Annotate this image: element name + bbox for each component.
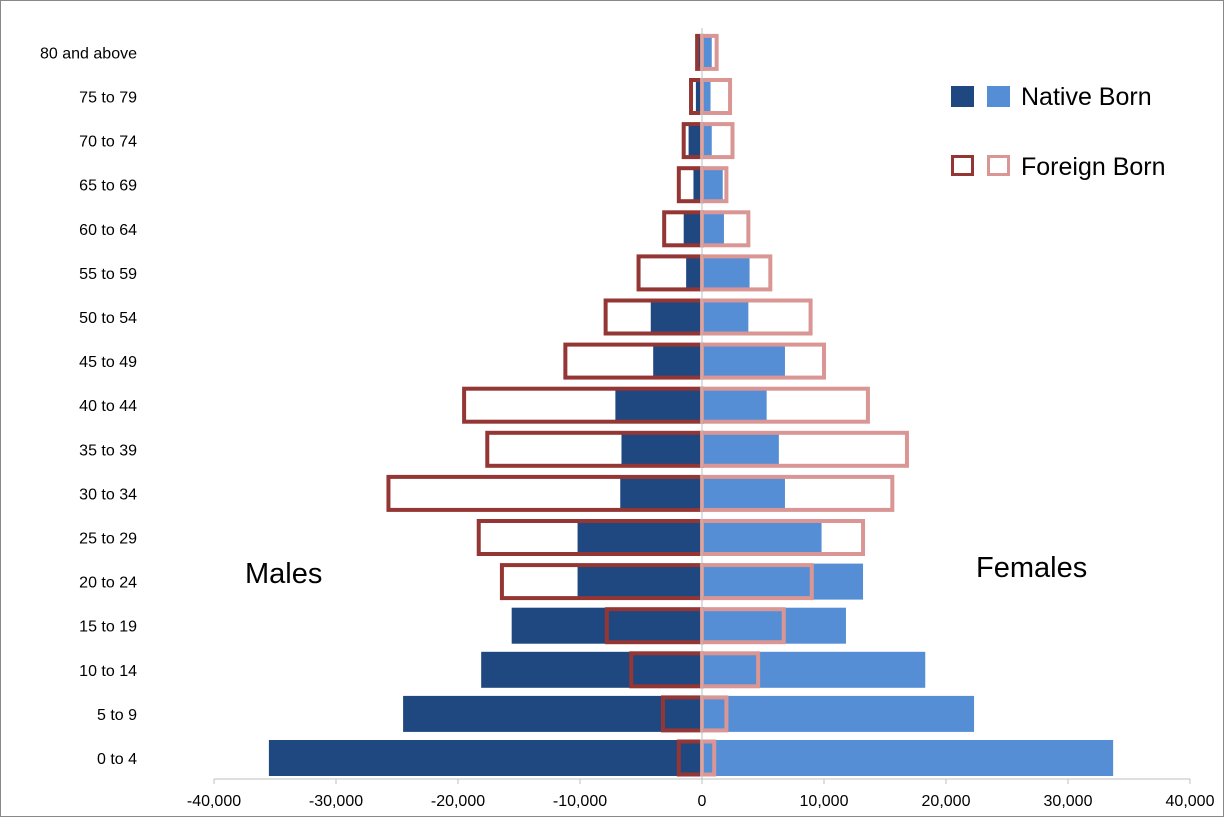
x-tick-label: -10,000 (553, 793, 607, 810)
bar-native-born-males-5-to-9 (403, 695, 702, 732)
axis-layer: -40,000 -30,000 -20,000 -10,000 0 10,000 20,00… (40, 28, 1215, 810)
category-label: 60 to 64 (79, 222, 137, 239)
females-label: Females (976, 552, 1087, 584)
category-label: 5 to 9 (97, 707, 137, 724)
bar-native-born-males-45-to-49 (653, 343, 702, 380)
category-label: 45 to 49 (79, 354, 137, 371)
bar-native-born-females-35-to-39 (702, 431, 779, 468)
category-label: 10 to 14 (79, 663, 137, 680)
bar-native-born-females-50-to-54 (702, 299, 749, 335)
category-label: 75 to 79 (79, 90, 137, 107)
legend-label-native-born: Native Born (1021, 83, 1152, 111)
category-label: 80 and above (40, 45, 137, 62)
bar-native-born-males-65-to-69 (693, 166, 702, 203)
x-tick-label: 40,000 (1166, 793, 1215, 810)
category-label: 70 to 74 (79, 134, 137, 151)
legend-swatch-native-born (987, 86, 1010, 107)
x-tick-label: 0 (698, 793, 707, 810)
bar-native-born-females-15-to-19 (702, 607, 846, 644)
bar-native-born-females-5-to-9 (702, 695, 975, 732)
bar-native-born-males-55-to-59 (686, 254, 702, 291)
bar-native-born-females-40-to-44 (702, 387, 767, 424)
legend-label-foreign-born: Foreign Born (1021, 153, 1166, 181)
bar-native-born-males-25-to-29 (577, 519, 702, 556)
bar-native-born-females-55-to-59 (702, 254, 750, 291)
bar-native-born-males-20-to-24 (577, 563, 702, 600)
category-label: 20 to 24 (79, 575, 137, 592)
bar-native-born-females-65-to-69 (702, 166, 723, 203)
x-tick-label: -20,000 (431, 793, 485, 810)
x-tick-label: -40,000 (187, 793, 241, 810)
x-tick-label: 20,000 (922, 793, 971, 810)
bar-native-born-males-10-to-14 (481, 651, 702, 688)
bar-native-born-males-40-to-44 (615, 387, 702, 424)
bar-native-born-females-80-and-above (702, 34, 712, 71)
category-label: 25 to 29 (79, 531, 137, 548)
bar-native-born-females-10-to-14 (702, 651, 926, 688)
bar-native-born-males-0-to-4 (268, 740, 702, 776)
males-label: Males (245, 558, 322, 590)
category-label: 0 to 4 (97, 751, 137, 768)
bar-native-born-males-70-to-74 (688, 122, 702, 159)
x-tick-label: 30,000 (1044, 793, 1093, 810)
bar-native-born-females-75-to-79 (702, 78, 711, 115)
category-label: 15 to 19 (79, 619, 137, 636)
bar-native-born-males-30-to-34 (620, 475, 702, 512)
bar-native-born-females-20-to-24 (702, 563, 864, 600)
category-label: 65 to 69 (79, 178, 137, 195)
bar-native-born-males-75-to-79 (695, 78, 702, 115)
bar-native-born-females-30-to-34 (702, 475, 785, 512)
bar-native-born-females-70-to-74 (702, 122, 712, 159)
legend-swatch-foreign-born (951, 155, 974, 176)
bar-native-born-females-25-to-29 (702, 519, 822, 556)
bar-native-born-females-0-to-4 (702, 740, 1114, 776)
category-label: 35 to 39 (79, 442, 137, 459)
legend-swatch-foreign-born (987, 155, 1010, 176)
x-tick-label: -30,000 (309, 793, 363, 810)
category-label: 50 to 54 (79, 310, 137, 327)
bar-native-born-males-60-to-64 (683, 210, 702, 247)
category-label: 55 to 59 (79, 266, 137, 283)
legend: Native Born Foreign Born (951, 83, 1166, 181)
bar-native-born-females-60-to-64 (702, 210, 724, 247)
category-label: 30 to 34 (79, 486, 137, 503)
legend-swatch-native-born (951, 86, 974, 107)
x-tick-label: 10,000 (800, 793, 849, 810)
bar-native-born-males-50-to-54 (650, 299, 702, 335)
bar-native-born-females-45-to-49 (702, 343, 785, 380)
bar-native-born-males-35-to-39 (621, 431, 702, 468)
category-label: 40 to 44 (79, 398, 137, 415)
bars-layer (268, 33, 1114, 777)
